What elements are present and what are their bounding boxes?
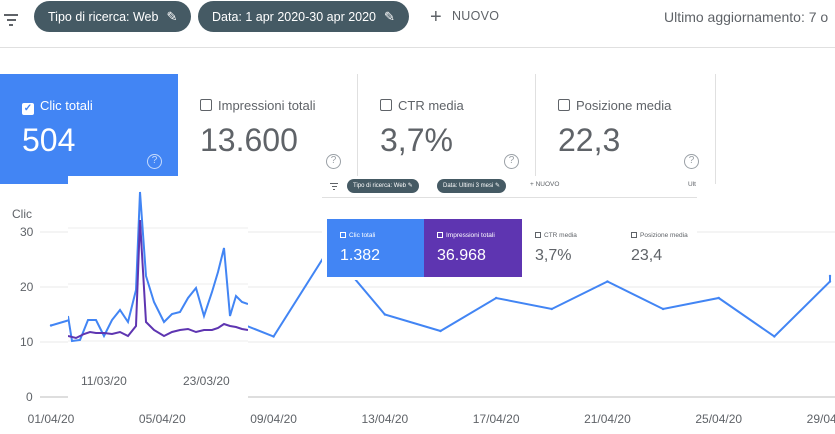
new-filter-button[interactable]: + NUOVO: [430, 6, 499, 29]
inset-filter-icon: [330, 183, 338, 190]
help-icon[interactable]: ?: [684, 154, 699, 169]
inset-metric-value: 3,7%: [535, 247, 572, 264]
inset-card-impressions: Impressioni totali 36.968: [424, 219, 522, 277]
clicks-data-point: [828, 274, 832, 278]
inset-new-button: + NUOVO: [530, 181, 560, 188]
inset-checkbox-icon: [437, 232, 443, 238]
clicks-data-point: [661, 307, 665, 311]
inset-chip-label: Tipo di ricerca: Web: [353, 183, 407, 189]
clicks-data-point: [494, 296, 498, 300]
x-tick-label: 29/04/20: [807, 412, 835, 426]
clicks-data-point: [439, 329, 442, 333]
inset-chip-label: Data: Ultimi 3 mesi: [443, 183, 494, 189]
filter-icon[interactable]: [4, 14, 18, 29]
clicks-data-point: [606, 280, 609, 283]
help-icon[interactable]: ?: [326, 154, 341, 169]
inset-metric-value: 1.382: [340, 247, 381, 264]
search-type-chip[interactable]: Tipo di ricerca: Web ✎: [34, 1, 192, 32]
inset-card-position: Posizione media 23,4: [618, 219, 697, 277]
inset-x-tick: 11/03/20: [81, 374, 127, 388]
inset-metric-label: Impressioni totali: [446, 232, 495, 239]
inset-impressions-line: [68, 219, 248, 340]
inset-chart-screenshot: 11/03/20 23/03/20: [68, 176, 248, 398]
top-filter-bar: Tipo di ricerca: Web ✎ Data: 1 apr 2020-3…: [0, 0, 835, 48]
metric-card-ctr[interactable]: CTR media 3,7% ?: [358, 74, 536, 184]
inset-metric-label: CTR media: [544, 232, 577, 239]
inset-checkbox-icon: [631, 232, 637, 238]
date-chip[interactable]: Data: 1 apr 2020-30 apr 2020 ✎: [198, 1, 409, 32]
inset-checkbox-icon: [340, 232, 346, 238]
inset-clicks-line: [68, 191, 248, 343]
metric-label: Clic totali: [40, 98, 93, 113]
help-icon[interactable]: ?: [504, 154, 519, 169]
inset-search-type-chip: Tipo di ricerca: Web ✎: [347, 179, 419, 193]
inset-metric-value: 36.968: [437, 247, 486, 264]
metric-value: 13.600: [200, 122, 298, 158]
clicks-data-point: [49, 324, 53, 327]
metric-card-impressions[interactable]: Impressioni totali 13.600 ?: [178, 74, 358, 184]
inset-metric-label: Posizione media: [640, 232, 688, 239]
edit-icon[interactable]: ✎: [166, 9, 178, 24]
date-chip-label: Data: 1 apr 2020-30 apr 2020: [212, 10, 377, 24]
y-tick-label: 10: [20, 335, 34, 349]
metric-value: 504: [22, 122, 76, 158]
last-update-text: Ultimo aggiornamento: 7 o: [664, 9, 829, 25]
inset-new-label: NUOVO: [535, 181, 560, 188]
clicks-data-point: [773, 335, 776, 338]
metric-label: Impressioni totali: [218, 98, 316, 113]
checkbox-icon[interactable]: [380, 99, 392, 111]
metric-card-clicks[interactable]: Clic totali 504 ?: [0, 74, 178, 184]
x-tick-label: 25/04/20: [695, 412, 742, 426]
checkbox-icon[interactable]: [22, 103, 34, 115]
inset-report-screenshot: Tipo di ricerca: Web ✎ Data: Ultimi 3 me…: [322, 176, 697, 280]
checkbox-icon[interactable]: [200, 99, 212, 111]
inset-metric-value: 23,4: [631, 247, 663, 264]
inset-card-ctr: CTR media 3,7%: [522, 219, 618, 277]
inset-last-update: Ult: [688, 181, 696, 188]
y-tick-label: 30: [20, 225, 34, 239]
clicks-data-point: [717, 296, 720, 300]
metric-label: Posizione media: [576, 98, 672, 113]
clicks-data-point: [383, 313, 387, 316]
metric-value: 22,3: [558, 122, 621, 158]
search-type-chip-label: Tipo di ricerca: Web: [48, 10, 159, 24]
inset-filter-bar: Tipo di ricerca: Web ✎ Data: Ultimi 3 me…: [322, 176, 697, 198]
x-tick-label: 21/04/20: [584, 412, 631, 426]
plus-icon: +: [430, 6, 442, 28]
x-tick-label: 17/04/20: [473, 412, 520, 426]
inset-checkbox-icon: [535, 232, 541, 238]
help-icon[interactable]: ?: [147, 154, 162, 169]
x-tick-label: 05/04/20: [139, 412, 186, 426]
inset-x-tick: 23/03/20: [183, 374, 230, 388]
inset-metric-label: Clic totali: [349, 232, 376, 239]
new-filter-label: NUOVO: [451, 9, 500, 23]
clicks-data-point: [550, 307, 553, 311]
edit-icon[interactable]: ✎: [384, 9, 395, 24]
x-tick-label: 13/04/20: [361, 412, 408, 426]
y-axis-title: Clic: [12, 207, 32, 221]
x-tick-label: 01/04/20: [28, 412, 75, 426]
metric-card-position[interactable]: Posizione media 22,3 ?: [536, 74, 716, 184]
metric-label: CTR media: [398, 98, 464, 113]
inset-date-chip: Data: Ultimi 3 mesi ✎: [437, 179, 507, 193]
inset-line-chart: [68, 191, 248, 343]
y-tick-label: 0: [26, 390, 33, 404]
clicks-data-point: [272, 335, 275, 338]
inset-card-clicks: Clic totali 1.382: [327, 219, 424, 277]
y-tick-label: 20: [20, 280, 34, 294]
clicks-data-point: [828, 280, 832, 283]
metric-value: 3,7%: [380, 122, 453, 158]
x-tick-label: 09/04/20: [250, 412, 297, 426]
checkbox-icon[interactable]: [558, 99, 570, 111]
